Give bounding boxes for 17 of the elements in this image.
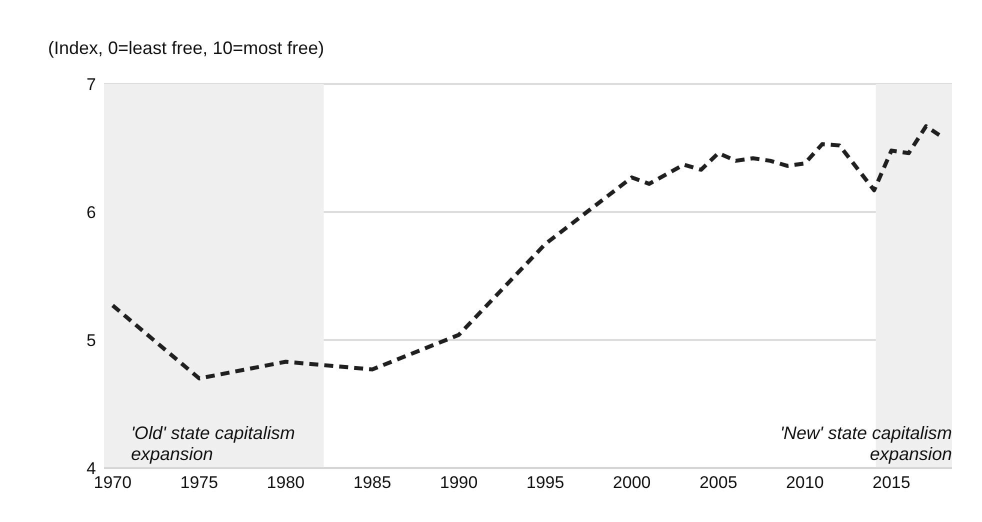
y-tick-label: 6 [86, 203, 96, 222]
x-tick-label: 1995 [526, 473, 564, 492]
y-tick-label: 5 [86, 331, 96, 350]
x-tick-label: 2000 [612, 473, 651, 492]
band-label: 'New' state capitalism expansion [780, 423, 952, 464]
x-tick-label: 1980 [266, 473, 305, 492]
x-tick-label: 2010 [786, 473, 824, 492]
x-tick-label: 2005 [699, 473, 738, 492]
x-tick-label: 2015 [872, 473, 910, 492]
x-tick-label: 1970 [94, 473, 132, 492]
x-tick-label: 1975 [180, 473, 218, 492]
y-tick-label: 4 [86, 459, 96, 478]
y-axis-title: (Index, 0=least free, 10=most free) [48, 38, 324, 59]
x-tick-label: 1990 [440, 473, 478, 492]
band-label: 'Old' state capitalism expansion [131, 423, 295, 464]
y-tick-label: 7 [86, 75, 96, 94]
x-tick-label: 1985 [353, 473, 392, 492]
